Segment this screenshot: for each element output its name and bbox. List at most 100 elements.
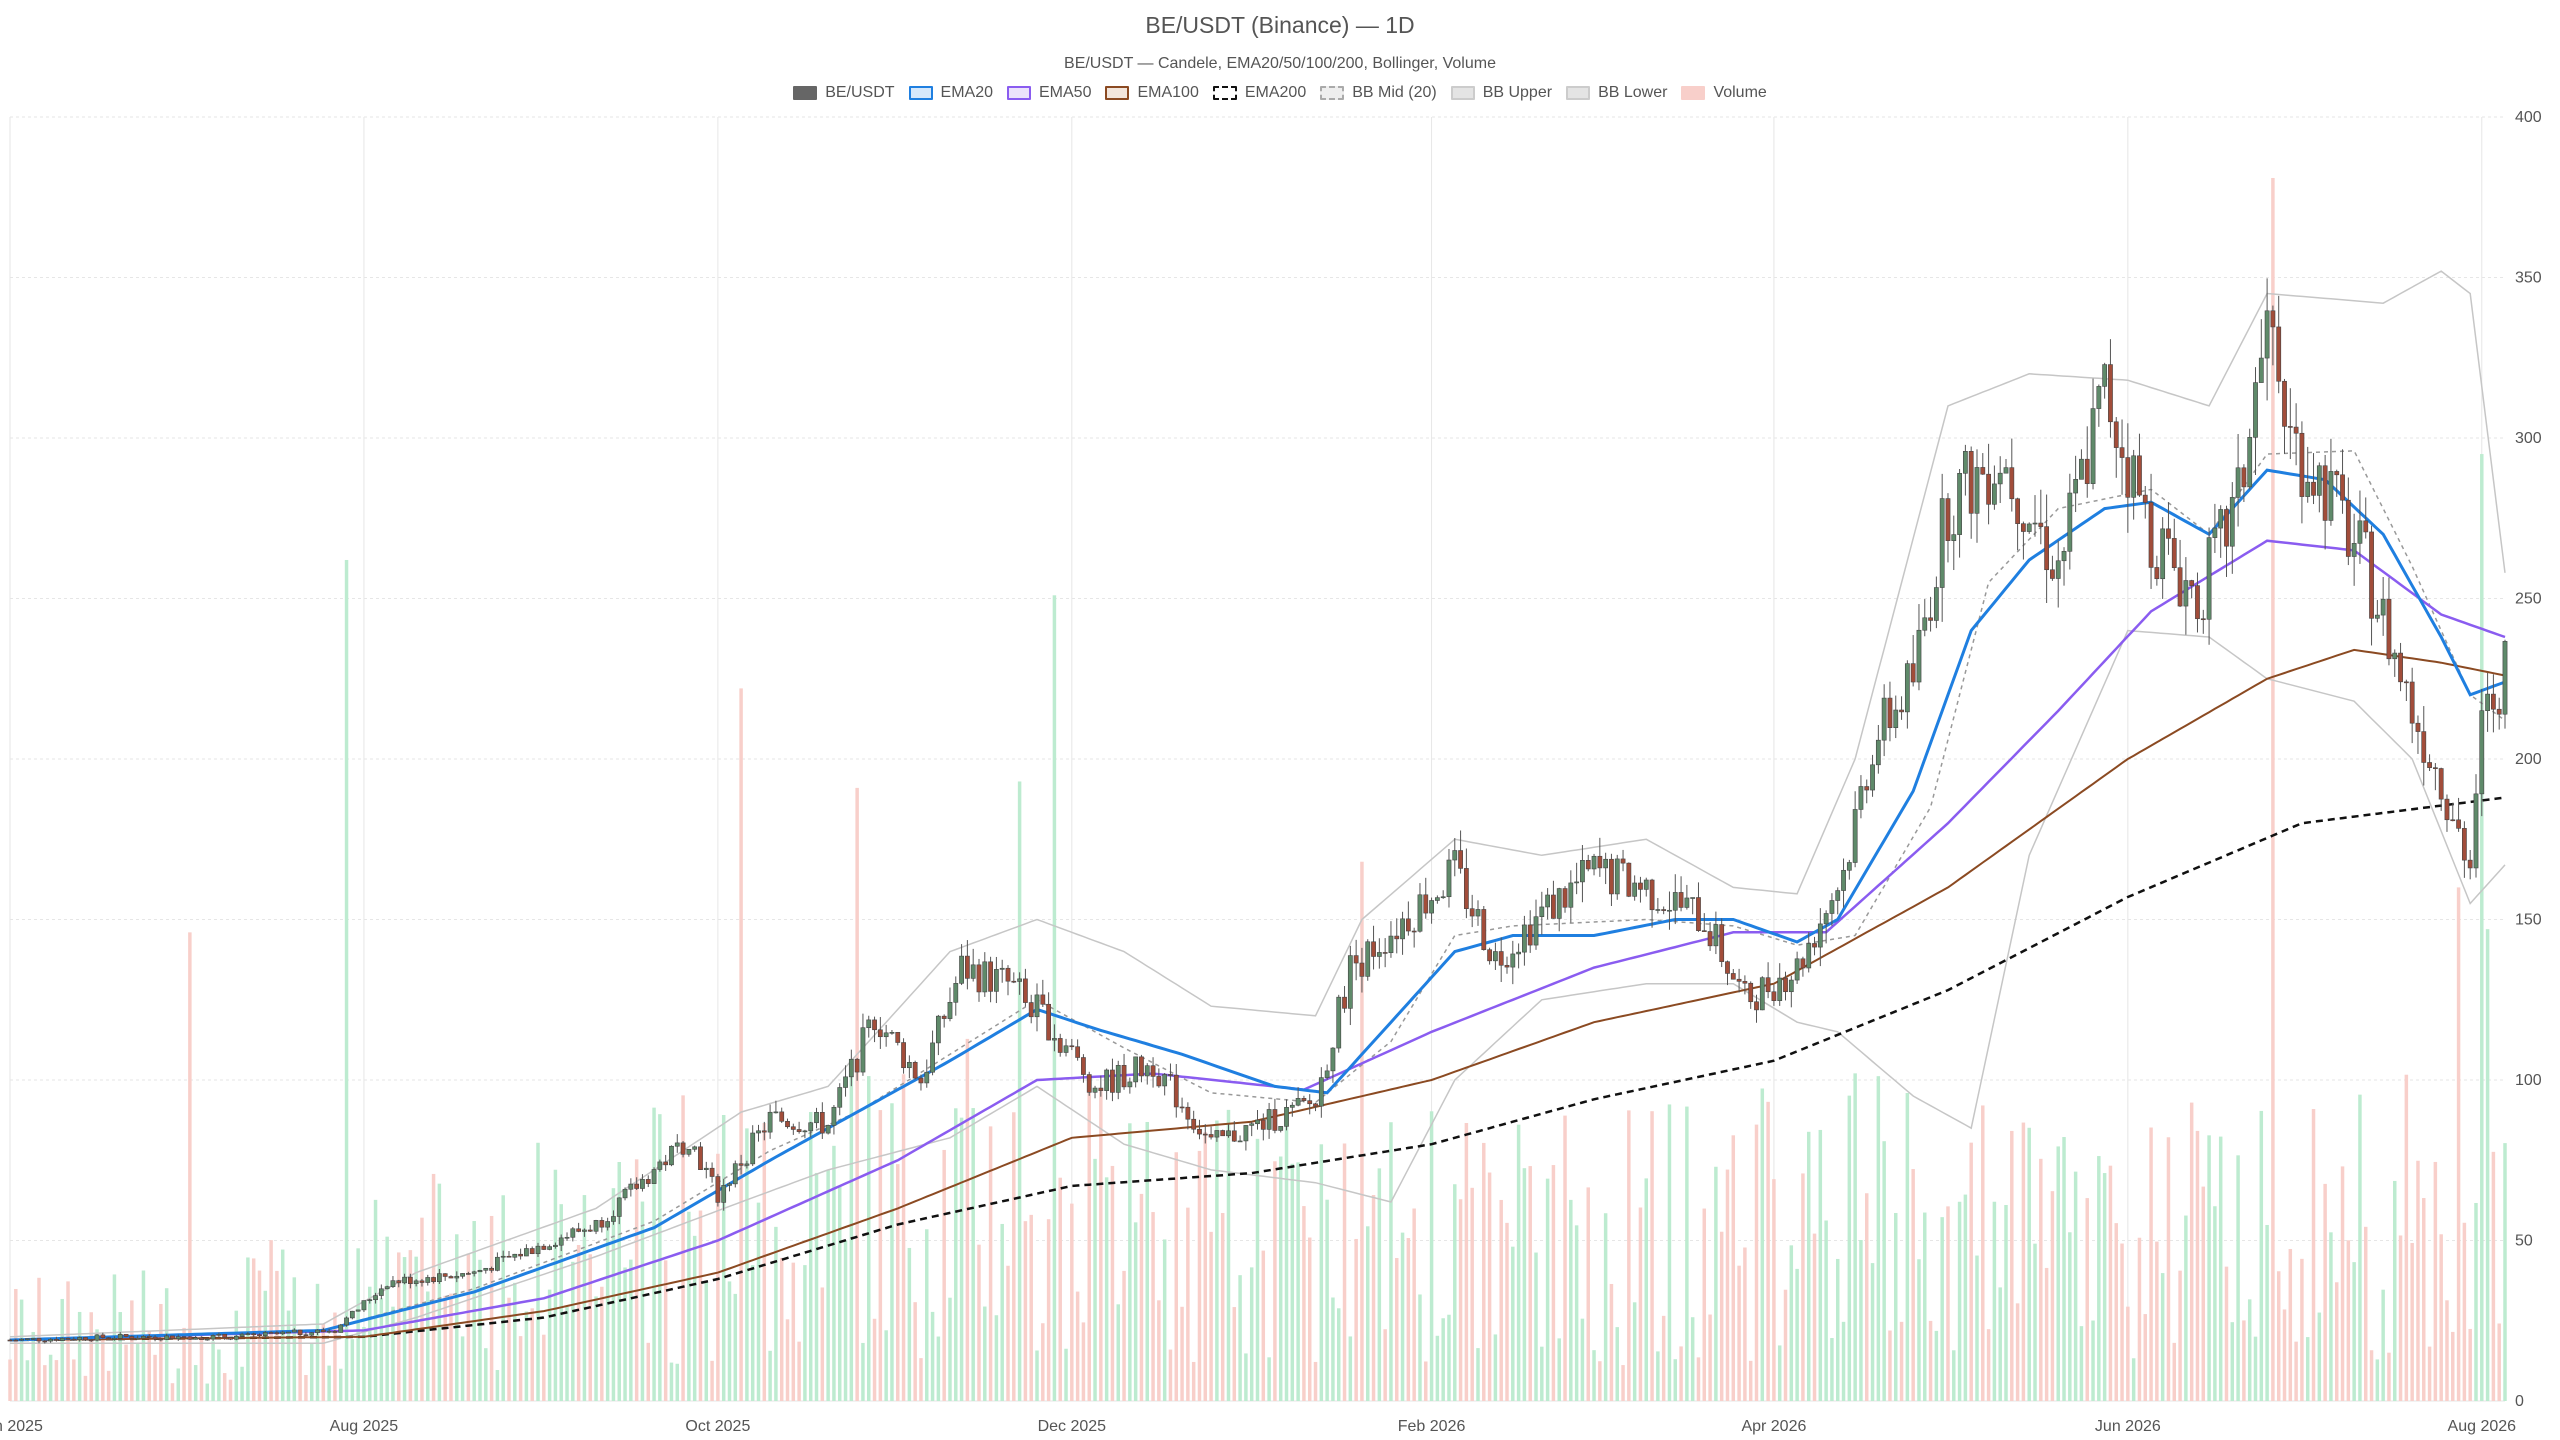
legend-item[interactable]: EMA200 (1212, 84, 1306, 102)
candle-body (1910, 663, 1916, 683)
volume-bar (8, 1359, 12, 1401)
candle-body (1052, 1038, 1057, 1041)
volume-bar (2259, 1110, 2264, 1401)
candle-body (326, 1330, 332, 1333)
volume-bar (2474, 1202, 2478, 1401)
volume-bar (698, 1210, 703, 1401)
candle-body (2189, 580, 2195, 586)
volume-bar (1186, 1207, 1190, 1401)
candle-body (1527, 924, 1533, 946)
volume-bar (1493, 1334, 1498, 1401)
candle-body (872, 1019, 877, 1031)
volume-bar (188, 932, 192, 1401)
volume-bar (2375, 1359, 2380, 1401)
volume-bar (1429, 1111, 1434, 1401)
volume-bar (234, 1310, 239, 1401)
candle-body (640, 1179, 645, 1189)
volume-bar (228, 1379, 233, 1401)
volume-bar (1081, 1322, 1086, 1401)
candle-body (100, 1334, 106, 1338)
candle-body (953, 983, 959, 1003)
volume-bar (971, 1108, 975, 1401)
volume-bar (756, 1202, 761, 1401)
candle-body (1725, 961, 1730, 974)
candle-body (680, 1142, 686, 1155)
candle-body (465, 1273, 471, 1275)
candle-body (2003, 467, 2009, 474)
legend-swatch (1566, 86, 1591, 100)
volume-bar (2085, 1198, 2089, 1401)
legend-item[interactable]: EMA100 (1105, 84, 1199, 102)
volume-bar (1412, 1208, 1416, 1401)
legend-item[interactable]: BE/USDT (793, 84, 895, 102)
legend-item[interactable]: EMA50 (1007, 84, 1091, 102)
volume-bar (623, 1267, 627, 1401)
volume-bar (2114, 1223, 2118, 1401)
volume-bar (43, 1365, 47, 1401)
legend-item[interactable]: BB Mid (20) (1320, 84, 1437, 102)
candle-body (1939, 498, 1945, 588)
candle-body (2218, 509, 2224, 529)
candle-body (384, 1286, 390, 1290)
volume-bar (2497, 1323, 2501, 1401)
candle-body (1951, 534, 1957, 541)
candle-body (1023, 978, 1028, 1003)
candle-body (825, 1125, 831, 1134)
volume-bar (779, 1257, 784, 1401)
candle-body (2154, 567, 2160, 580)
volume-bar (1899, 1321, 1904, 1401)
candle-body (1632, 882, 1638, 897)
candle-body (413, 1280, 419, 1284)
legend-label: EMA100 (1137, 84, 1199, 101)
volume-bar (1046, 1219, 1051, 1401)
volume-bar (1470, 1187, 1474, 1401)
volume-bar (292, 1277, 297, 1401)
volume-bar (2271, 177, 2275, 1402)
volume-bar (826, 1169, 830, 1401)
volume-bar (1812, 1233, 1817, 1401)
candle-body (1115, 1065, 1121, 1093)
candle-body (1098, 1087, 1104, 1091)
candle-body (2369, 531, 2374, 619)
candle-body (1516, 951, 1521, 955)
candle-body (1284, 1107, 1289, 1127)
candle-body (407, 1276, 413, 1284)
volume-bar (716, 1153, 720, 1401)
candle-body (1962, 451, 1968, 474)
volume-bar (1325, 1199, 1329, 1401)
volume-bar (1632, 1302, 1637, 1401)
volume-bar (2213, 1206, 2217, 1401)
volume-bar (1284, 1125, 1289, 1401)
volume-bar (1685, 1106, 1689, 1401)
volume-bar (501, 1195, 505, 1401)
candle-body (2432, 767, 2438, 769)
volume-bar (2346, 1240, 2351, 1401)
candle-body (1580, 860, 1585, 883)
volume-bar (1336, 1308, 1341, 1401)
volume-layer (8, 177, 2507, 1402)
volume-bar (2276, 1271, 2281, 1401)
candle-body (216, 1334, 222, 1336)
legend-item[interactable]: Volume (1681, 84, 1767, 102)
volume-bar (2218, 1136, 2223, 1401)
legend-item[interactable]: BB Lower (1566, 84, 1667, 102)
candle-body (1295, 1098, 1301, 1106)
candle-body (1539, 906, 1545, 918)
volume-bar (1064, 1348, 1068, 1401)
candle-body (1667, 909, 1672, 912)
volume-bar (1215, 1120, 1219, 1401)
legend-item[interactable]: EMA20 (908, 84, 993, 102)
candle-body (1835, 890, 1841, 901)
candle-body (1278, 1126, 1284, 1131)
volume-bar (785, 1319, 790, 1401)
candle-body (2200, 618, 2206, 621)
volume-bar (397, 1252, 401, 1401)
volume-bar (2062, 1137, 2066, 1401)
candle-body (1887, 697, 1893, 729)
volume-bar (1209, 1231, 1213, 1401)
candle-body (1957, 473, 1962, 535)
ema200-line (10, 796, 2506, 1342)
legend-item[interactable]: BB Upper (1450, 84, 1552, 102)
x-tick-label: Dec 2025 (1038, 1418, 1107, 1435)
candle-body (117, 1334, 123, 1339)
